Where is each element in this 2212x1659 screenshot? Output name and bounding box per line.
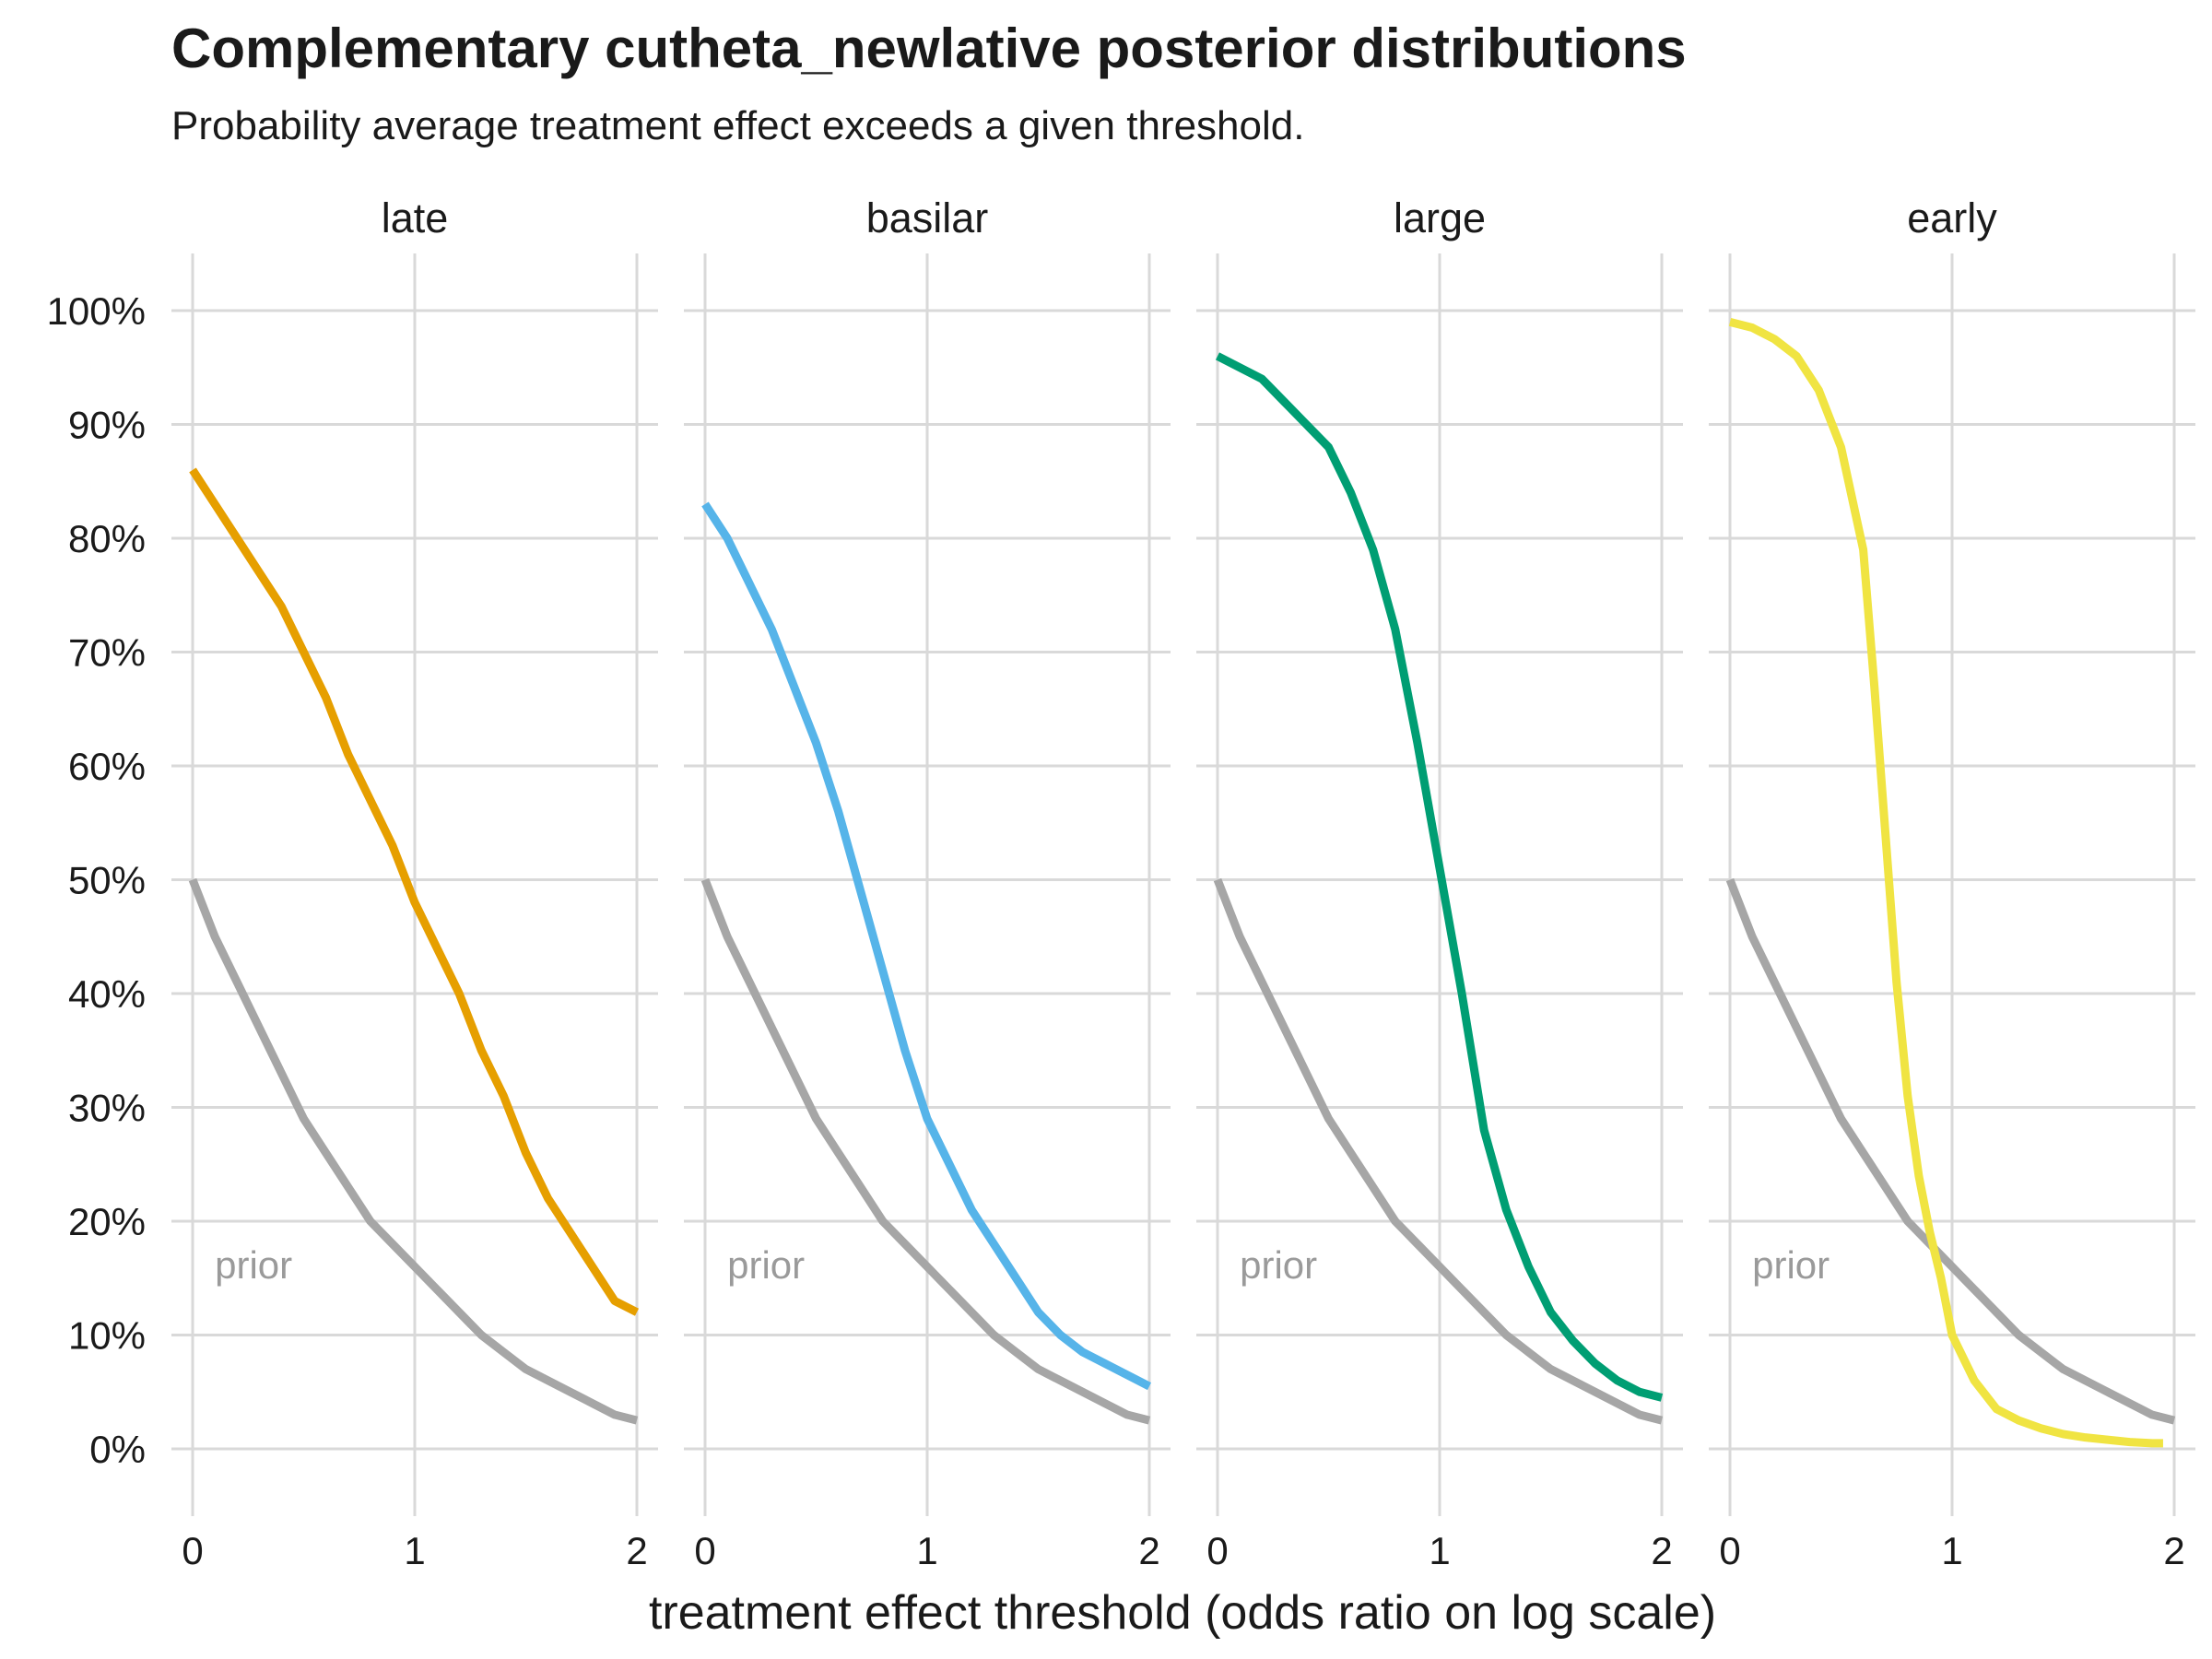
prior-annotation: prior: [727, 1243, 805, 1287]
x-tick-label: 0: [182, 1529, 203, 1572]
x-tick-label: 0: [694, 1529, 715, 1572]
prior-line: [1213, 877, 1664, 1425]
x-tick-label: 1: [404, 1529, 425, 1572]
x-tick-label: 2: [1651, 1529, 1672, 1572]
y-tick-label: 10%: [68, 1314, 146, 1358]
x-axis-title: treatment effect threshold (odds ratio o…: [649, 1586, 1716, 1640]
y-tick-label: 0%: [89, 1428, 146, 1471]
prior-line: [188, 877, 639, 1425]
panel-early: 0 1 2 early prior: [1709, 194, 2195, 1572]
y-tick-label: 20%: [68, 1200, 146, 1243]
y-tick-label: 100%: [47, 289, 146, 333]
panel-strip-label: basilar: [866, 194, 989, 241]
x-tick-label: 0: [1206, 1529, 1228, 1572]
panel-basilar: 0 1 2 basilar prior: [684, 194, 1171, 1572]
y-tick-label: 80%: [68, 517, 146, 560]
panel-strip-label: late: [382, 194, 449, 241]
posterior-line-late: [189, 467, 640, 1316]
y-tick-label: 60%: [68, 745, 146, 788]
x-tick-label: 2: [1138, 1529, 1159, 1572]
panel-large: 0 1 2 large prior: [1196, 194, 1683, 1572]
prior-line: [700, 877, 1151, 1425]
y-tick-label: 50%: [68, 859, 146, 902]
posterior-line-early: [1728, 317, 2163, 1448]
prior-annotation: prior: [1752, 1243, 1830, 1287]
chart-panels: 0 1 2 late prior 0 1 2 basilar prior 0 1 2 large prior…: [171, 194, 2195, 1572]
posterior-line-basilar: [701, 501, 1152, 1391]
y-tick-label: 90%: [68, 404, 146, 447]
x-tick-label: 0: [1719, 1529, 1740, 1572]
y-axis: 0% 10% 20% 30% 40% 50% 60% 70% 80% 90% 100%: [47, 289, 146, 1471]
chart-title: Complementary cutheta_newlative posterio…: [171, 18, 1687, 79]
panel-strip-label: early: [1907, 194, 1997, 241]
posterior-line-large: [1215, 352, 1664, 1402]
prior-annotation: prior: [1240, 1243, 1317, 1287]
x-tick-label: 2: [2163, 1529, 2184, 1572]
x-tick-label: 1: [1941, 1529, 1962, 1572]
y-tick-label: 70%: [68, 631, 146, 675]
y-tick-label: 30%: [68, 1087, 146, 1130]
y-tick-label: 40%: [68, 972, 146, 1016]
panel-late: 0 1 2 late prior: [171, 194, 658, 1572]
panel-strip-label: large: [1394, 194, 1486, 241]
prior-line: [1725, 877, 2176, 1425]
chart-subtitle: Probability average treatment effect exc…: [171, 103, 1305, 148]
prior-annotation: prior: [215, 1243, 292, 1287]
x-tick-label: 1: [916, 1529, 937, 1572]
x-tick-label: 1: [1429, 1529, 1450, 1572]
x-tick-label: 2: [626, 1529, 647, 1572]
